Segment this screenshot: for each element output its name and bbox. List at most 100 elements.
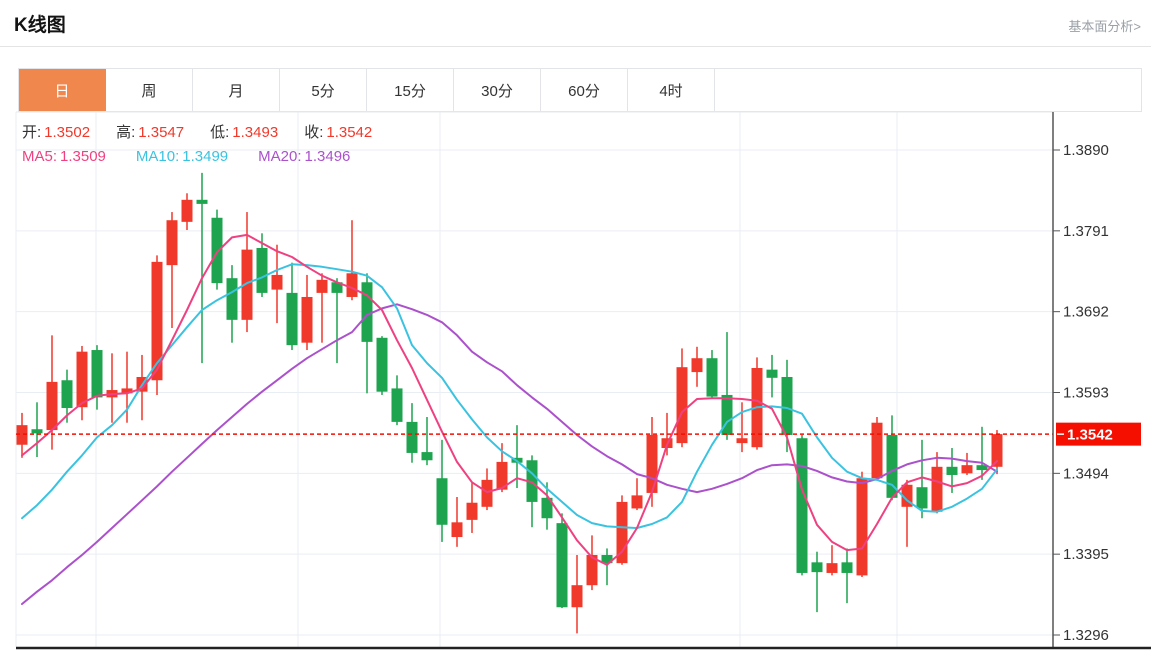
tab-period-5[interactable]: 30分 bbox=[454, 69, 541, 111]
tab-period-2[interactable]: 月 bbox=[193, 69, 280, 111]
candle-body bbox=[466, 502, 478, 520]
candle-body bbox=[121, 388, 133, 394]
candle-body bbox=[571, 585, 583, 608]
candle-body bbox=[706, 358, 718, 397]
candle-body bbox=[976, 465, 988, 471]
candle-body bbox=[376, 337, 388, 392]
y-axis-label-3: 1.3593 bbox=[1063, 385, 1109, 402]
tab-period-7[interactable]: 4时 bbox=[628, 69, 715, 111]
ohlc-item-1: 高: 1.3547 bbox=[116, 124, 184, 142]
candle-body bbox=[496, 461, 508, 490]
candle-body bbox=[991, 434, 1003, 467]
period-tab-bar: 日周月 5分 15分 30分 60分 4时 bbox=[18, 68, 1142, 112]
candle-body bbox=[421, 452, 433, 461]
y-axis-label-6: 1.3296 bbox=[1063, 627, 1109, 644]
candle-body bbox=[16, 425, 28, 445]
candle-body bbox=[181, 199, 193, 222]
ohlc-item-3: 收: 1.3542 bbox=[304, 124, 372, 142]
y-axis-label-2: 1.3692 bbox=[1063, 304, 1109, 321]
candle-body bbox=[196, 199, 208, 204]
candle-body bbox=[316, 279, 328, 293]
candle-body bbox=[241, 249, 253, 320]
candle-body bbox=[271, 274, 283, 290]
ma-item-undefined: MA10: 1.3499 bbox=[136, 148, 228, 166]
ma10-line bbox=[21, 263, 998, 529]
candle-body bbox=[406, 421, 418, 453]
chart-canvas[interactable] bbox=[16, 112, 1053, 648]
ma-item-undefined: MA5: 1.3509 bbox=[22, 148, 106, 166]
candle-body bbox=[556, 523, 568, 608]
candle-body bbox=[301, 296, 313, 343]
ma-label: MA20: bbox=[258, 148, 302, 165]
candle-body bbox=[931, 466, 943, 512]
candle-body bbox=[436, 478, 448, 525]
ohlc-label: 开: bbox=[22, 124, 42, 141]
candle-body bbox=[841, 562, 853, 573]
ohlc-value: 1.3493 bbox=[232, 124, 279, 141]
ohlc-label: 收: bbox=[304, 124, 324, 141]
ohlc-value: 1.3547 bbox=[138, 124, 185, 141]
y-axis-label-5: 1.3395 bbox=[1063, 546, 1109, 563]
y-axis-label-0: 1.3890 bbox=[1063, 142, 1109, 159]
candle-body bbox=[601, 554, 613, 564]
candle-body bbox=[481, 479, 493, 507]
tab-period-3[interactable]: 5分 bbox=[280, 69, 367, 111]
candle-body bbox=[901, 484, 913, 507]
candle-body bbox=[811, 562, 823, 573]
candle-body bbox=[676, 367, 688, 444]
candle-body bbox=[886, 434, 898, 498]
ohlc-value: 1.3542 bbox=[326, 124, 373, 141]
candle-body bbox=[916, 487, 928, 509]
ohlc-value: 1.3502 bbox=[44, 124, 91, 141]
candle-body bbox=[391, 388, 403, 422]
candle-body bbox=[781, 376, 793, 435]
ma20-line bbox=[21, 303, 998, 605]
ohlc-label: 高: bbox=[116, 124, 136, 141]
candle-body bbox=[76, 351, 88, 408]
header-divider bbox=[0, 46, 1151, 47]
ohlc-item-2: 低: 1.3493 bbox=[210, 124, 278, 142]
page-title: K线图 bbox=[14, 15, 66, 36]
candle-body bbox=[616, 501, 628, 564]
candle-body bbox=[541, 497, 553, 519]
candle-body bbox=[151, 261, 163, 381]
ohlc-label: 低: bbox=[210, 124, 230, 141]
tab-period-0[interactable]: 日 bbox=[19, 69, 106, 111]
candle-body bbox=[46, 381, 58, 431]
candle-body bbox=[526, 460, 538, 502]
candle-body bbox=[796, 438, 808, 573]
fundamental-analysis-link[interactable]: 基本面分析> bbox=[1068, 19, 1141, 34]
candle-body bbox=[871, 422, 883, 479]
ma-label: MA5: bbox=[22, 148, 58, 165]
candle-body bbox=[226, 278, 238, 320]
candle-body bbox=[826, 563, 838, 573]
ma-value: 1.3499 bbox=[182, 148, 229, 165]
candle-body bbox=[691, 358, 703, 373]
ma-value: 1.3509 bbox=[60, 148, 106, 165]
candle-body bbox=[61, 380, 73, 409]
candle-body bbox=[286, 292, 298, 346]
ma-legend: MA5: 1.3509 MA10: 1.3499 MA20: 1.3496 bbox=[22, 148, 350, 166]
candle-body bbox=[91, 350, 103, 398]
current-price-tag bbox=[1056, 422, 1141, 446]
current-price-tag-label: 1.3542 bbox=[1067, 427, 1113, 444]
candle-body bbox=[946, 466, 958, 475]
tab-period-1[interactable]: 周 bbox=[106, 69, 193, 111]
candle-body bbox=[361, 282, 373, 342]
candle-body bbox=[736, 438, 748, 444]
candle-body bbox=[451, 522, 463, 538]
candle-body bbox=[646, 434, 658, 493]
candle-body bbox=[331, 282, 343, 293]
candle-body bbox=[856, 478, 868, 576]
candle-body bbox=[961, 465, 973, 474]
candle-body bbox=[211, 217, 223, 284]
candle-body bbox=[346, 273, 358, 297]
ohlc-legend: 开: 1.3502 高: 1.3547 低: 1.3493 收: 1.3542 bbox=[22, 124, 372, 142]
ma5-line bbox=[21, 233, 998, 566]
ma-value: 1.3496 bbox=[304, 148, 351, 165]
tab-period-6[interactable]: 60分 bbox=[541, 69, 628, 111]
y-axis-label-4: 1.3494 bbox=[1063, 465, 1109, 482]
tab-period-4[interactable]: 15分 bbox=[367, 69, 454, 111]
